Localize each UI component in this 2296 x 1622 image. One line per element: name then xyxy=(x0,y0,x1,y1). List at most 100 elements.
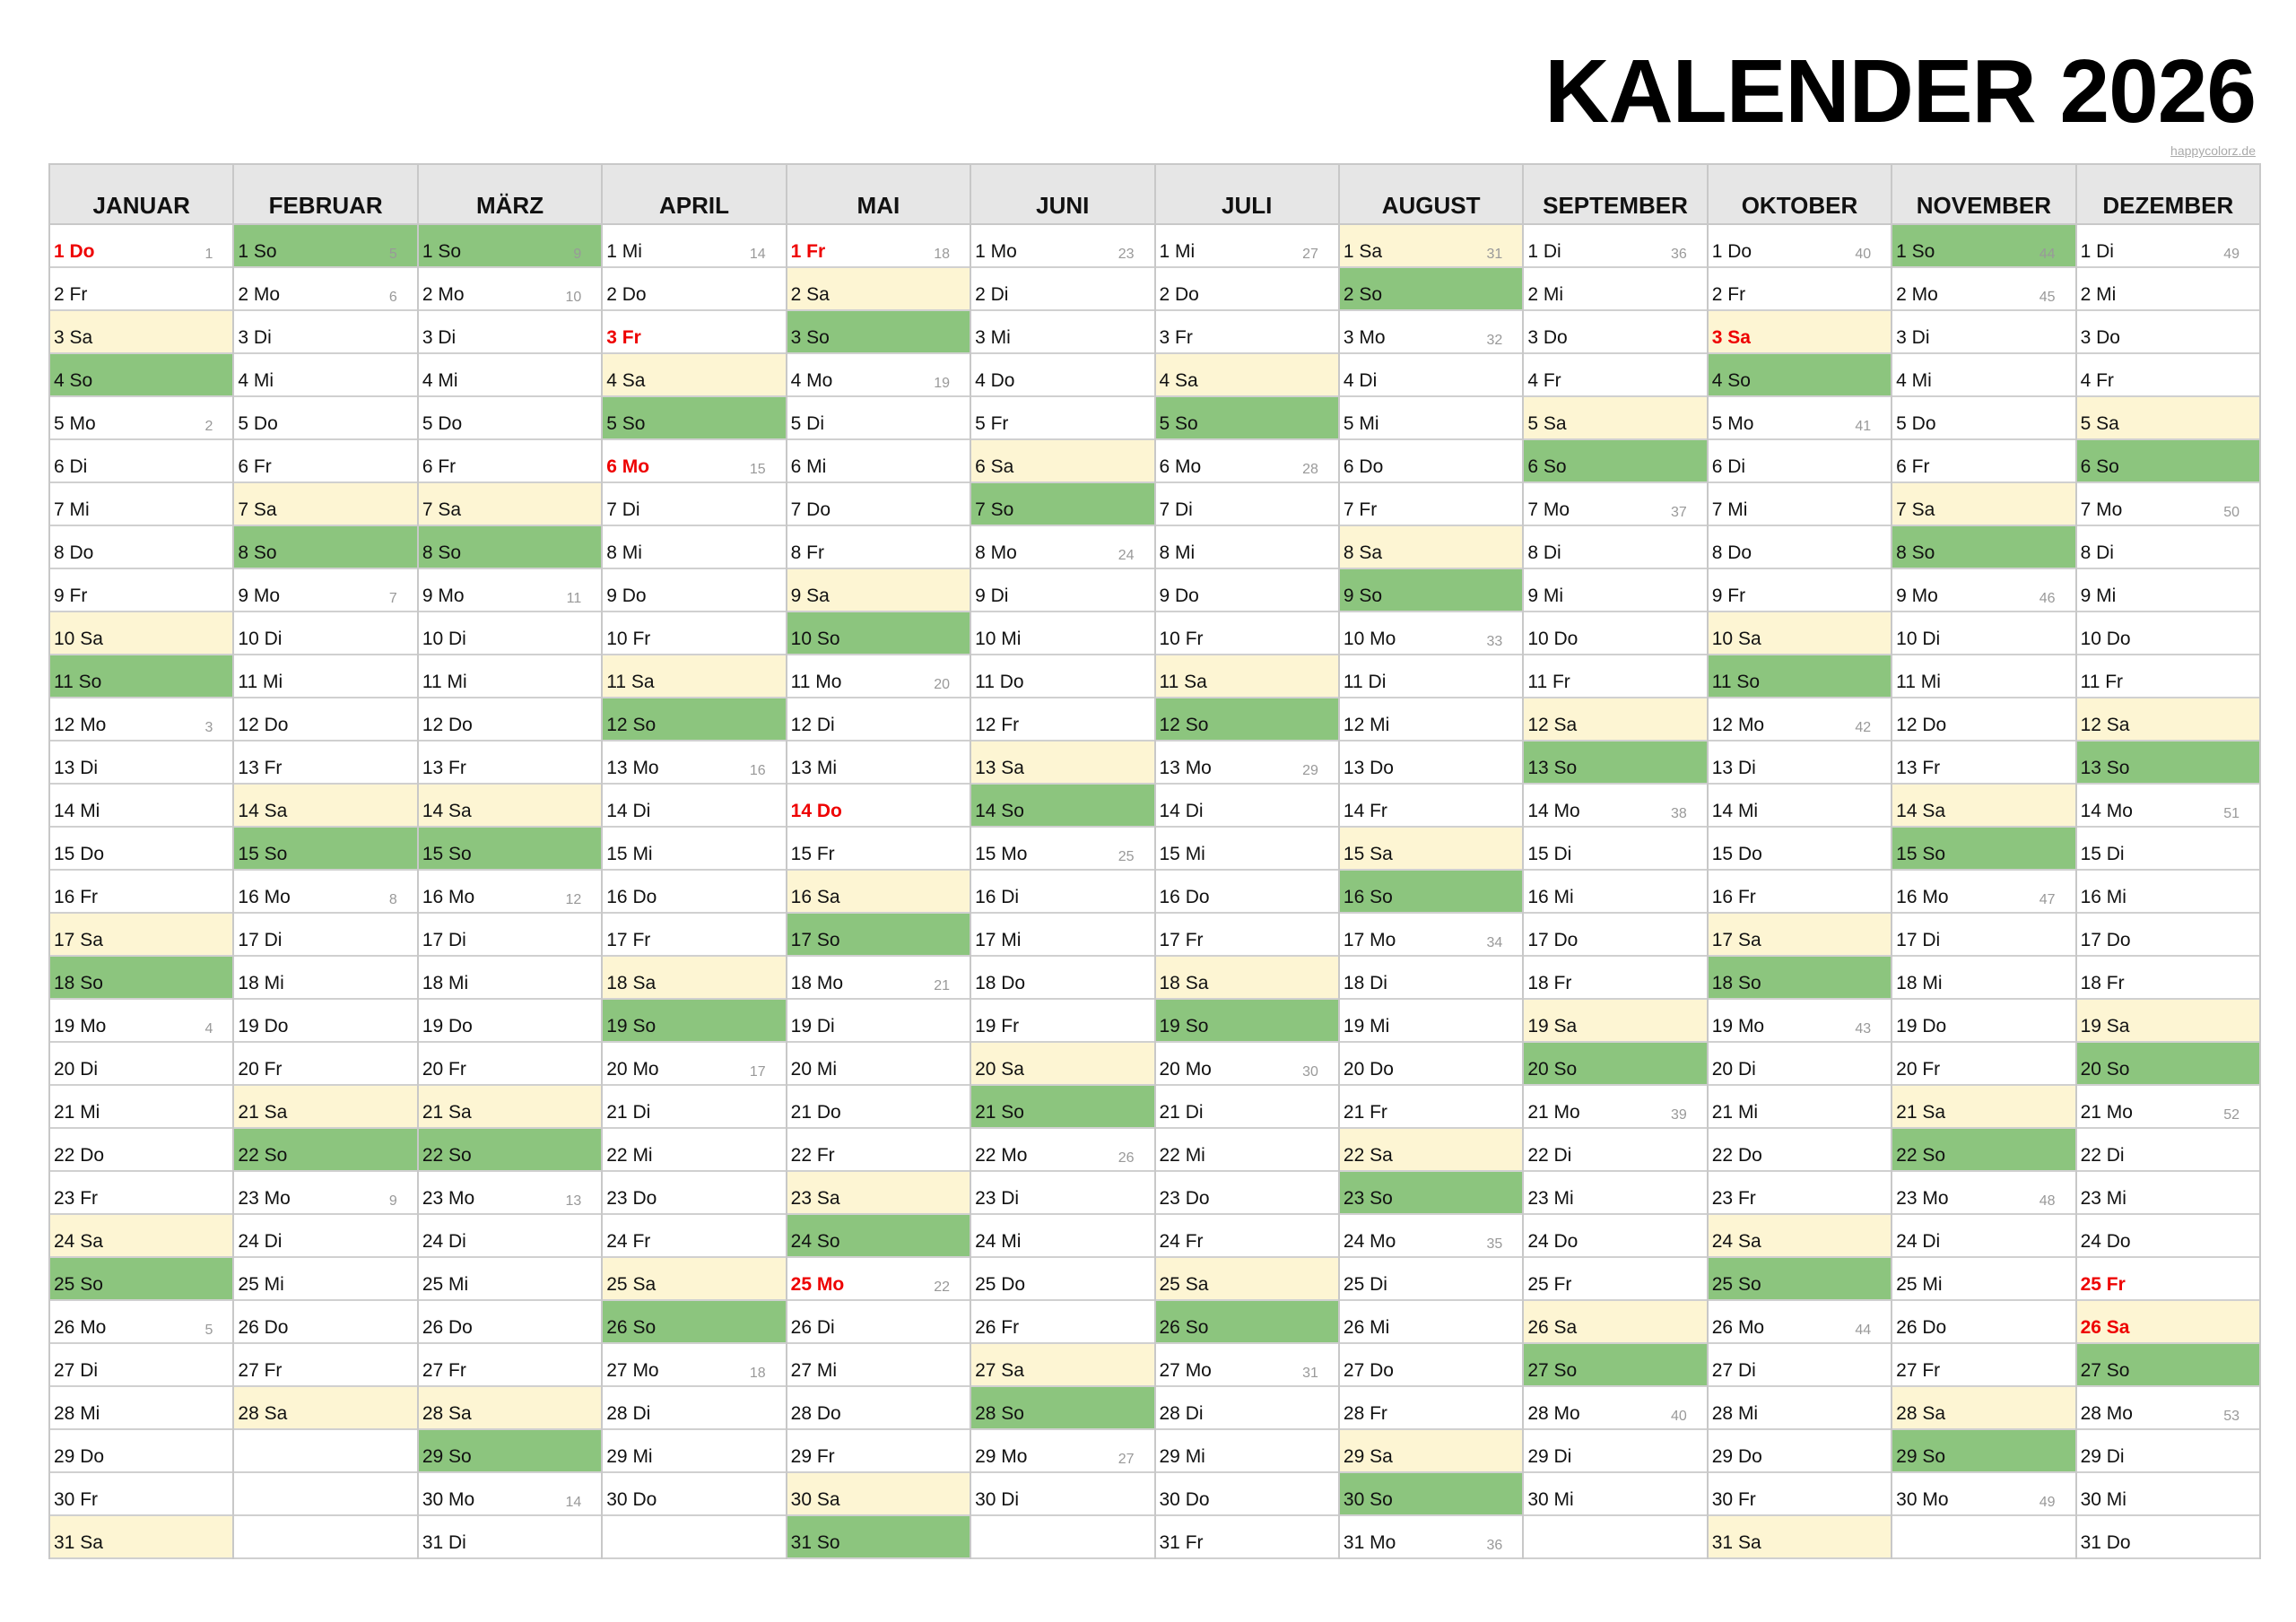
day-label: 17 Di xyxy=(422,930,466,950)
day-label: 11 So xyxy=(1711,672,1761,692)
day-cell: 26 Do xyxy=(234,1301,417,1344)
day-cell: 15 Mo 25 xyxy=(971,828,1154,871)
day-cell: 5 Mi xyxy=(1339,397,1523,440)
week-number: 27 xyxy=(1302,247,1318,262)
day-label: 11 Mi xyxy=(422,672,467,692)
day-cell: 8 Di xyxy=(1524,526,1707,569)
day-label: 20 So xyxy=(2080,1059,2130,1080)
day-cell: 31 Fr xyxy=(1155,1516,1338,1559)
week-number: 38 xyxy=(1670,806,1687,821)
day-cell: 24 Fr xyxy=(1155,1215,1338,1258)
day-cell: 16 Do xyxy=(1155,871,1338,914)
day-label: 8 So xyxy=(422,542,462,563)
day-cell: 11 Fr xyxy=(2076,655,2259,698)
day-cell: 23 Mo 13 xyxy=(418,1172,602,1215)
day-label: 1 Di xyxy=(2080,241,2114,262)
day-label: 30 Di xyxy=(975,1489,1020,1510)
day-cell: 26 Do xyxy=(418,1301,602,1344)
day-cell: 2 Fr xyxy=(50,268,233,311)
week-number: 43 xyxy=(1855,1021,1872,1037)
day-label: 2 Fr xyxy=(54,284,88,305)
day-cell: 12 Di xyxy=(787,698,970,742)
day-cell: 8 So xyxy=(418,526,602,569)
day-label: 23 Mo xyxy=(422,1188,475,1209)
day-cell: 3 Do xyxy=(2076,311,2259,354)
week-number: 35 xyxy=(1486,1236,1503,1252)
day-label: 5 Do xyxy=(238,413,278,434)
day-cell: 19 Do xyxy=(234,1000,417,1043)
day-cell: 29 So xyxy=(418,1430,602,1473)
day-cell: 22 Do xyxy=(50,1129,233,1172)
day-cell: 21 Do xyxy=(787,1086,970,1129)
day-cell: 3 Fr xyxy=(1155,311,1338,354)
day-cell: 2 Di xyxy=(971,268,1154,311)
day-label: 12 Fr xyxy=(975,715,1020,735)
day-label: 23 Mi xyxy=(1527,1188,1574,1209)
day-label: 28 Mi xyxy=(1711,1403,1759,1424)
day-cell: 1 Mi 27 xyxy=(1155,225,1338,268)
day-label: 26 Sa xyxy=(2080,1317,2130,1338)
day-cell: 11 Sa xyxy=(603,655,786,698)
day-label: 19 Sa xyxy=(2080,1016,2130,1037)
day-label: 1 Mi xyxy=(1159,241,1196,262)
day-cell: 25 So xyxy=(50,1258,233,1301)
empty-cell xyxy=(234,1473,417,1516)
day-label: 18 Fr xyxy=(1527,973,1572,993)
week-number: 7 xyxy=(388,591,397,606)
month-header: SEPTEMBER xyxy=(1524,165,1707,225)
day-cell: 5 Fr xyxy=(971,397,1154,440)
day-cell: 4 Di xyxy=(1339,354,1523,397)
day-label: 22 Mo xyxy=(975,1145,1028,1166)
day-label: 30 So xyxy=(1343,1489,1393,1510)
day-cell: 6 Fr xyxy=(1892,440,2075,483)
day-label: 12 So xyxy=(606,715,657,735)
empty-cell xyxy=(1524,1516,1707,1559)
month-header: AUGUST xyxy=(1339,165,1523,225)
credit-link[interactable]: happycolorz.de xyxy=(2170,143,2256,158)
day-cell: 28 Mi xyxy=(1708,1387,1892,1430)
day-label: 10 So xyxy=(790,629,840,649)
day-label: 14 Sa xyxy=(422,801,472,821)
day-label: 23 So xyxy=(1343,1188,1393,1209)
day-label: 21 Mo xyxy=(2080,1102,2133,1123)
day-cell: 19 So xyxy=(603,1000,786,1043)
week-number: 48 xyxy=(2039,1193,2056,1209)
day-label: 16 Mo xyxy=(238,887,291,907)
day-label: 15 Mi xyxy=(1159,844,1205,864)
day-cell: 20 Fr xyxy=(418,1043,602,1086)
day-cell: 22 Sa xyxy=(1339,1129,1523,1172)
day-label: 28 Sa xyxy=(422,1403,472,1424)
day-cell: 16 Fr xyxy=(50,871,233,914)
day-cell: 24 Mo 35 xyxy=(1339,1215,1523,1258)
day-cell: 12 Do xyxy=(234,698,417,742)
day-cell: 19 Di xyxy=(787,1000,970,1043)
week-number: 5 xyxy=(204,1323,213,1338)
month-column: DEZEMBER 1 Di 49 2 Mi 3 Do 4 Fr 5 Sa 6 So 7 Mo 50… xyxy=(2076,165,2261,1559)
day-label: 13 So xyxy=(1527,758,1578,778)
day-cell: 20 Mo 17 xyxy=(603,1043,786,1086)
day-cell: 27 Fr xyxy=(418,1344,602,1387)
day-label: 29 Di xyxy=(2080,1446,2125,1467)
day-cell: 26 Mo 44 xyxy=(1708,1301,1892,1344)
day-label: 5 So xyxy=(606,413,646,434)
month-column: APRIL 1 Mi 14 2 Do 3 Fr 4 Sa 5 So 6 Mo 15 7 Di 8 M… xyxy=(603,165,787,1559)
month-header: JUNI xyxy=(971,165,1154,225)
day-cell: 30 Mi xyxy=(2076,1473,2259,1516)
day-cell: 29 Mi xyxy=(603,1430,786,1473)
day-label: 25 Mi xyxy=(422,1274,469,1295)
day-label: 27 Mo xyxy=(1159,1360,1212,1381)
day-label: 15 Do xyxy=(54,844,105,864)
day-label: 17 Fr xyxy=(606,930,651,950)
day-label: 21 Mi xyxy=(1711,1102,1759,1123)
day-label: 31 Mo xyxy=(1343,1532,1396,1553)
day-label: 20 Do xyxy=(1343,1059,1394,1080)
day-cell: 2 Mo 45 xyxy=(1892,268,2075,311)
day-label: 28 Mi xyxy=(54,1403,100,1424)
day-cell: 5 Sa xyxy=(1524,397,1707,440)
day-cell: 3 Di xyxy=(1892,311,2075,354)
day-label: 30 Mo xyxy=(422,1489,475,1510)
day-cell: 16 Mo 47 xyxy=(1892,871,2075,914)
day-label: 24 Mo xyxy=(1343,1231,1396,1252)
day-cell: 17 Mo 34 xyxy=(1339,914,1523,957)
day-label: 29 So xyxy=(422,1446,472,1467)
